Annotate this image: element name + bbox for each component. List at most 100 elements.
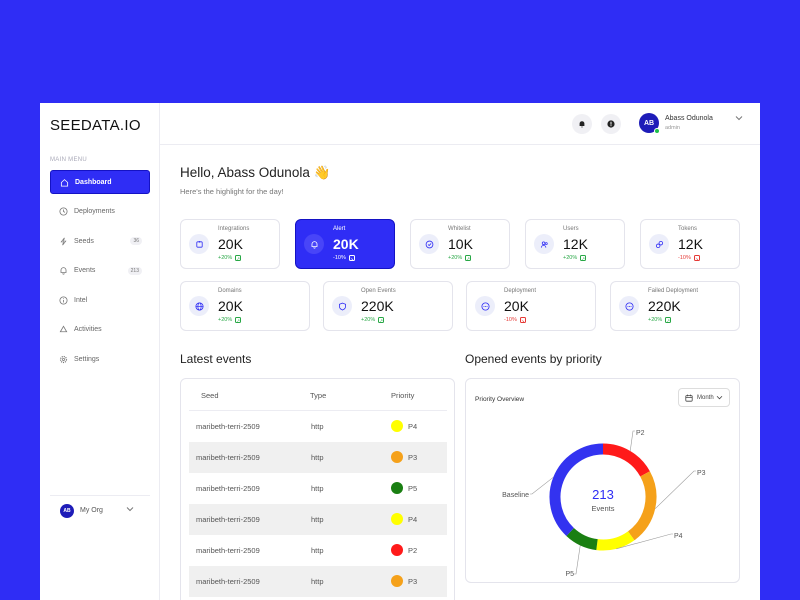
seed-cell: maribeth-terri-2509 [196,515,260,524]
table-row[interactable]: maribeth-terri-2509 http P4 [189,504,447,535]
trend-up-icon: ↗ [235,255,242,261]
sidebar-item-intel[interactable]: Intel [50,288,150,312]
trend-up-icon: ↗ [235,317,242,323]
column-header-type: Type [310,391,327,400]
period-select[interactable]: Month [678,388,730,407]
bell-icon [304,234,324,254]
sidebar-item-badge: 213 [127,266,142,275]
stat-label: Tokens [678,226,698,232]
trend-down-icon: ↘ [693,255,700,261]
chevron-down-icon [735,116,743,121]
priority-cell: P4 [408,515,418,524]
stat-card-users[interactable]: Users 12K +20% ↗ [525,219,625,269]
sidebar-item-events[interactable]: Events 213 [50,259,150,283]
online-status-indicator [654,128,660,134]
org-label: My Org [80,507,103,514]
seed-cell: maribeth-terri-2509 [196,422,260,431]
seed-cell: maribeth-terri-2509 [196,546,260,555]
app-logo: SEEDATA.IO [50,117,141,134]
stat-card-integrations[interactable]: Integrations 20K +20% ↗ [180,219,280,269]
stat-value: 220K [361,298,394,314]
sidebar-item-label: Events [74,267,96,274]
alert-circle-icon [607,120,615,128]
donut-center-label: Events [592,504,615,513]
dots-circle-icon [619,296,639,316]
table-row[interactable]: maribeth-terri-2509 http P4 [189,411,447,442]
stat-card-whitelist[interactable]: Whitelist 10K +20% ↗ [410,219,510,269]
calendar-icon [685,394,693,402]
donut-slice-p4[interactable] [596,531,635,551]
table-row[interactable]: maribeth-terri-2509 http P2 [189,535,447,566]
column-header-priority: Priority [391,391,415,400]
shield-check-icon [419,234,439,254]
trend-up-icon: ↗ [580,255,587,261]
donut-center-value: 213 [592,487,614,502]
user-name: Abass Odunola [665,115,713,122]
bell-icon [59,266,74,275]
sidebar-item-settings[interactable]: Settings [50,347,150,371]
sidebar-item-deployments[interactable]: Deployments [50,200,150,224]
donut-slice-baseline[interactable] [549,443,604,536]
user-role: admin [665,125,680,131]
slice-leader-line [655,470,696,509]
stat-change: -10% ↘ [333,255,355,261]
priority-dot [391,513,403,525]
sidebar-item-seeds[interactable]: Seeds 36 [50,229,150,253]
org-switcher[interactable]: AB My Org [50,495,150,525]
sidebar-item-label: Activities [74,326,102,333]
stat-card-tokens[interactable]: Tokens 12K -10% ↘ [640,219,740,269]
sidebar-item-label: Intel [74,296,88,304]
stat-card-open-events[interactable]: Open Events 220K +20% ↗ [323,281,453,331]
info-button[interactable] [601,114,621,134]
trend-up-icon: ↗ [665,317,672,323]
donut-slice-p3[interactable] [627,471,657,541]
stat-change: +20% ↗ [448,255,472,261]
table-row[interactable]: maribeth-terri-2509 http P3 [189,442,447,473]
stat-card-deployment[interactable]: Deployment 20K -10% ↘ [466,281,596,331]
slice-label: P4 [674,533,683,540]
slice-label: P3 [697,470,706,477]
shield-icon [332,296,352,316]
stat-card-alert[interactable]: Alert 20K -10% ↘ [295,219,395,269]
trend-down-icon: ↘ [348,255,355,261]
bell-icon [579,121,585,128]
donut-slice-p5[interactable] [566,527,598,551]
puzzle-icon [189,234,209,254]
users-icon [534,234,554,254]
recycle-icon [59,325,74,334]
stat-label: Failed Deployment [648,288,699,294]
stat-change-value: -10% [333,255,346,261]
stat-change: -10% ↘ [504,317,526,323]
priority-chart-title: Opened events by priority [465,352,602,366]
trend-down-icon: ↘ [519,317,526,323]
donut-slice-p2[interactable] [602,443,650,477]
slice-leader-line [574,545,581,575]
sidebar-item-activities[interactable]: Activities [50,318,150,342]
sidebar-item-dashboard[interactable]: Dashboard [50,170,150,194]
sidebar-item-badge: 36 [130,237,142,245]
slice-label: P5 [565,571,574,578]
type-cell: http [311,577,324,586]
greeting-title: Hello, Abass Odunola 👋 [180,165,331,180]
globe-icon [189,296,209,316]
type-cell: http [311,422,324,431]
table-row[interactable]: maribeth-terri-2509 http P3 [189,566,447,597]
sidebar-nav: Dashboard Deployments Seeds 36 Events 213 Inte… [50,170,150,377]
priority-cell: P3 [408,453,418,462]
app-window: SEEDATA.IO MAIN MENU Dashboard Deployment… [40,103,760,600]
stat-change-value: +20% [218,255,233,261]
stat-card-failed-deployment[interactable]: Failed Deployment 220K +20% ↗ [610,281,740,331]
sidebar: SEEDATA.IO MAIN MENU Dashboard Deployment… [40,103,160,600]
priority-dot [391,544,403,556]
table-row[interactable]: maribeth-terri-2509 http P5 [189,473,447,504]
priority-cell: P5 [408,484,418,493]
stat-value: 12K [563,236,588,252]
notifications-button[interactable] [572,114,592,134]
stat-change-value: +20% [218,317,233,323]
stat-change: +20% ↗ [218,317,242,323]
home-icon [60,178,75,187]
slice-leader-line [530,477,554,495]
sidebar-item-label: Seeds [74,237,94,245]
stat-card-domains[interactable]: Domains 20K +20% ↗ [180,281,310,331]
column-header-seed: Seed [201,391,219,400]
